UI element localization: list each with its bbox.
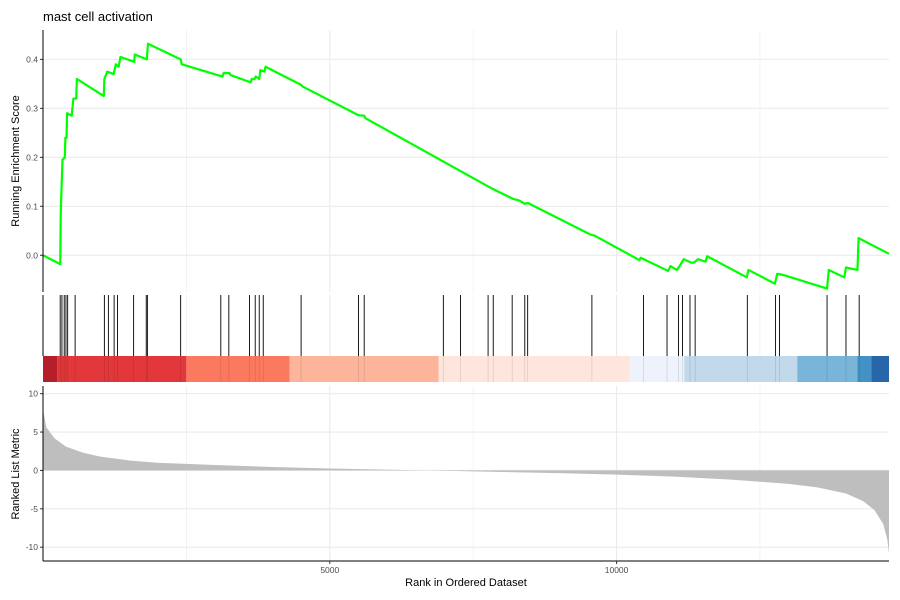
ranked-metric-axis-label: Ranked List Metric [10,428,22,520]
y-tick-label: -10 [26,542,39,552]
color-band-segment [871,356,889,382]
enrichment-line [42,42,890,290]
chart-title: mast cell activation [43,9,153,24]
ranked-metric-area [43,397,889,554]
color-band-segment [57,356,187,382]
y-tick-label: 5 [33,427,38,437]
color-band-segment [289,356,439,382]
x-axis-label: Rank in Ordered Dataset [405,577,527,589]
color-band-segment [857,356,872,382]
ranked-metric-panel: 10 5 0 -5 -10 Ranked List Metric [10,386,889,561]
y-tick-label: -5 [30,504,38,514]
color-band-panel [43,356,889,382]
color-band-segment [684,356,798,382]
color-band-segment [186,356,290,382]
gene-hits-panel [42,295,860,356]
color-band-segment [797,356,858,382]
y-tick-label: 0.1 [26,201,38,211]
y-tick-label: 0.2 [26,152,38,162]
y-tick-label: 0 [33,465,38,475]
y-tick-label: 10 [29,389,39,399]
enrichment-score-axis-label: Running Enrichment Score [10,95,22,226]
running-enrichment-panel: 0.0 0.1 0.2 0.3 0.4 Running Enrichment Score [10,30,890,292]
x-tick-label: 5000 [320,565,339,575]
y-tick-label: 0.4 [26,54,38,64]
color-band-segment [43,356,58,382]
x-tick-label: 10000 [605,565,629,575]
y-tick-label: 0.0 [26,250,38,260]
color-band-segment [438,356,630,382]
color-band-segment [629,356,685,382]
y-tick-label: 0.3 [26,103,38,113]
